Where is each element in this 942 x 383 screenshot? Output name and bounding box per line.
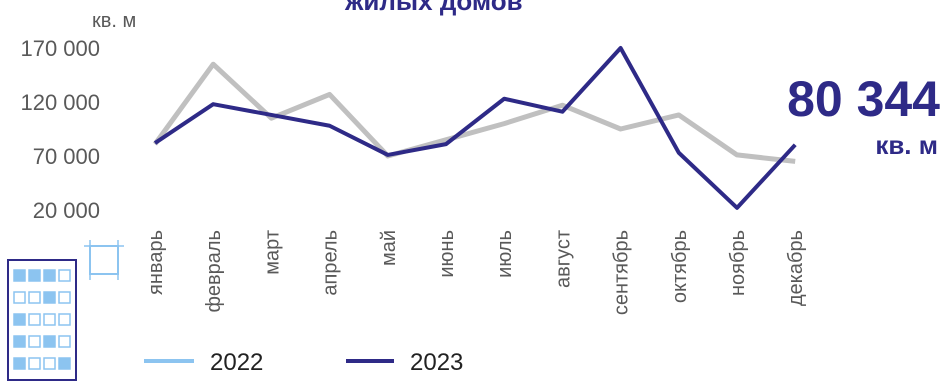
x-tick-label: январь [145, 230, 167, 295]
chart-title: жилых домов [344, 0, 523, 16]
highlight-unit: кв. м [875, 130, 938, 160]
building-window [28, 313, 41, 326]
building-window [58, 291, 71, 304]
building-window [43, 357, 56, 370]
building-window [13, 291, 26, 304]
x-tick-label: апрель [320, 230, 342, 296]
legend-label-2023: 2023 [410, 349, 463, 376]
x-tick-label: сентябрь [611, 230, 633, 315]
x-tick-label: июнь [436, 230, 458, 278]
x-tick-label: август [552, 230, 574, 288]
building-window [13, 357, 26, 370]
building-window [28, 291, 41, 304]
building-window [58, 313, 71, 326]
building-window [58, 269, 71, 282]
building-window [28, 269, 41, 282]
x-tick-label: июль [494, 230, 516, 278]
x-tick-label: октябрь [669, 230, 691, 303]
series-lines [152, 46, 797, 210]
building-window [43, 269, 56, 282]
highlight-value: 80 344 [787, 71, 940, 127]
blueprint-icon [84, 240, 124, 280]
building-window [58, 335, 71, 348]
building-window [13, 313, 26, 326]
series-line-2022 [152, 61, 796, 164]
legend-label-2022: 2022 [210, 349, 263, 376]
x-tick-label: май [378, 230, 400, 266]
y-axis-ticks: 170 000 120 000 70 000 20 000 [20, 36, 100, 223]
building-window [43, 335, 56, 348]
building-window [43, 291, 56, 304]
building-window [28, 357, 41, 370]
legend: 2022 2023 [144, 349, 463, 376]
building-icon [7, 259, 77, 381]
y-tick-label: 70 000 [33, 144, 100, 169]
y-tick-label: 120 000 [20, 90, 100, 115]
y-tick-label: 20 000 [33, 198, 100, 223]
building-window [28, 335, 41, 348]
building-window [13, 335, 26, 348]
x-tick-label: февраль [203, 230, 225, 313]
building-window [43, 313, 56, 326]
x-tick-label: ноябрь [727, 230, 749, 296]
building-window [13, 269, 26, 282]
y-tick-label: 170 000 [20, 36, 100, 61]
x-axis-ticks: январь февраль март апрель май июнь июль август… [145, 230, 807, 315]
series-line-2023 [153, 46, 797, 210]
x-tick-label: декабрь [785, 230, 807, 306]
building-window [58, 357, 71, 370]
x-tick-label: март [261, 230, 283, 275]
y-axis-unit: кв. м [92, 10, 136, 32]
